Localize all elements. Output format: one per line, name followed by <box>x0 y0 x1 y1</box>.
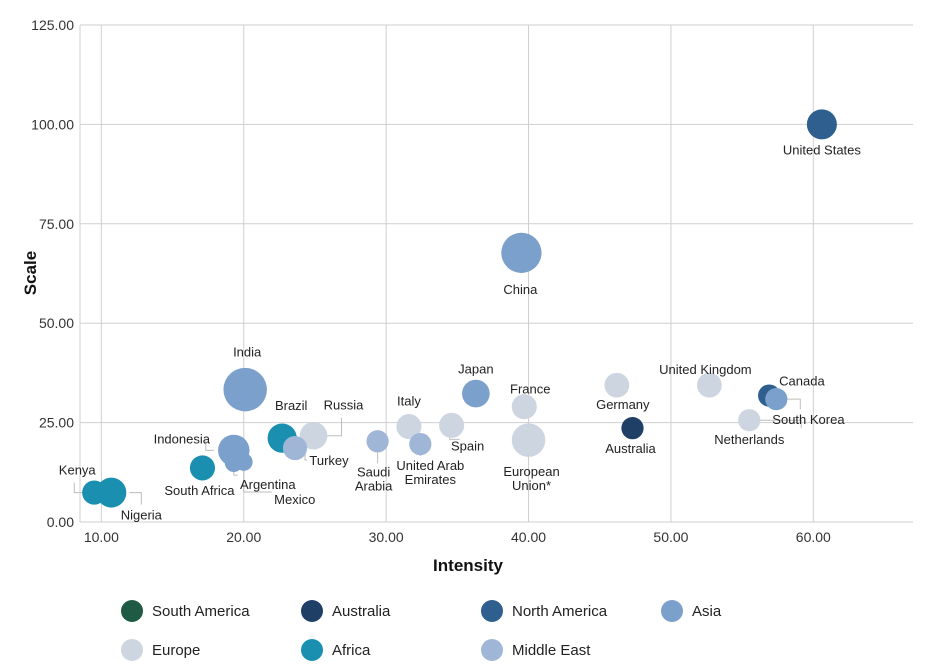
bubble-turkey[interactable] <box>282 435 308 461</box>
point-label-line: Arabia <box>355 478 393 493</box>
point-label: European Union* <box>503 464 559 493</box>
point-label: Canada <box>779 374 825 389</box>
point-label: Australia <box>605 441 656 456</box>
legend-label: Africa <box>332 642 371 659</box>
label-leader-line <box>129 492 142 505</box>
legend-label: South America <box>152 603 250 620</box>
point-label: United Arab Emirates <box>396 458 464 487</box>
legend-swatch <box>121 639 143 661</box>
y-tick-label: 100.00 <box>31 116 74 132</box>
y-tick-label: 125.00 <box>31 17 74 33</box>
point-label-line: Emirates <box>405 472 457 487</box>
y-tick-label: 50.00 <box>39 315 74 331</box>
bubble-china[interactable] <box>501 232 542 273</box>
label-leader-line <box>73 482 85 494</box>
point-label: Brazil <box>275 398 308 413</box>
point-label: Argentina <box>240 477 296 492</box>
bubble-germany[interactable] <box>604 372 630 398</box>
point-labels: United States China India Japan France German… <box>59 142 862 522</box>
y-tick-label: 75.00 <box>39 216 74 232</box>
point-label: South Africa <box>164 483 235 498</box>
point-label: United States <box>783 142 862 157</box>
bubble-japan[interactable] <box>462 379 490 408</box>
point-label: Germany <box>596 397 650 412</box>
point-label: South Korea <box>772 412 845 427</box>
point-label-line: Union* <box>512 478 551 493</box>
bubble-australia[interactable] <box>621 417 644 440</box>
legend-swatch <box>481 600 503 622</box>
x-tick-label: 40.00 <box>511 529 546 545</box>
legend-label: Europe <box>152 642 200 659</box>
bubbles <box>82 109 837 508</box>
legend-label: Australia <box>332 603 391 620</box>
x-tick-label: 10.00 <box>84 529 119 545</box>
bubble-nigeria[interactable] <box>96 477 127 508</box>
point-label: Japan <box>458 362 493 377</box>
point-label: India <box>233 345 262 360</box>
point-label: Turkey <box>309 453 349 468</box>
bubble-saudi-arabia[interactable] <box>366 430 389 453</box>
bubble-kenya[interactable] <box>82 480 107 505</box>
bubble-mexico[interactable] <box>234 453 253 471</box>
point-label-line: European <box>503 464 559 479</box>
point-label: Saudi Arabia <box>355 464 393 493</box>
legend: South America Australia North America Asia E… <box>121 600 722 661</box>
label-leader-line <box>757 419 802 429</box>
point-label: Nigeria <box>121 508 163 523</box>
bubble-european-union[interactable] <box>511 423 546 457</box>
y-tick-label: 25.00 <box>39 415 74 431</box>
x-tick-label: 20.00 <box>226 529 261 545</box>
legend-swatch <box>481 639 503 661</box>
label-leader-line <box>205 440 214 451</box>
bubble-russia[interactable] <box>299 421 328 450</box>
x-tick-label: 50.00 <box>653 529 688 545</box>
point-label-line: United Arab <box>396 458 464 473</box>
label-leader-lines <box>73 398 802 505</box>
bubble-spain[interactable] <box>439 412 465 438</box>
point-label-line: Saudi <box>357 464 390 479</box>
gridlines <box>79 24 913 523</box>
bubble-united-kingdom[interactable] <box>697 372 722 398</box>
label-leader-line <box>243 466 272 493</box>
point-label: China <box>503 282 538 297</box>
bubble-india[interactable] <box>223 367 267 412</box>
point-label: France <box>510 382 550 397</box>
x-axis-title: Intensity <box>433 556 503 575</box>
legend-swatch <box>301 639 323 661</box>
axis-ticks: 0.00 25.00 50.00 75.00 100.00 125.00 10.00 20.0… <box>31 17 831 545</box>
bubble-italy[interactable] <box>396 414 422 440</box>
x-tick-label: 60.00 <box>796 529 831 545</box>
label-leader-line <box>784 398 801 410</box>
point-label: Italy <box>397 394 421 409</box>
legend-swatch <box>661 600 683 622</box>
y-tick-label: 0.00 <box>47 514 74 530</box>
y-axis-title: Scale <box>21 251 40 295</box>
legend-swatch <box>301 600 323 622</box>
bubble-south-korea[interactable] <box>765 388 788 411</box>
label-leader-line <box>325 417 343 437</box>
legend-swatch <box>121 600 143 622</box>
point-label: Netherlands <box>714 432 785 447</box>
legend-label: Middle East <box>512 642 591 659</box>
bubble-netherlands[interactable] <box>738 409 761 432</box>
point-label: Spain <box>451 438 484 453</box>
bubble-united-arab-emirates[interactable] <box>409 432 432 456</box>
point-label: Kenya <box>59 463 97 478</box>
point-label: United Kingdom <box>659 362 752 377</box>
point-label: Mexico <box>274 492 315 507</box>
bubble-united-states[interactable] <box>806 109 837 140</box>
legend-label: North America <box>512 603 608 620</box>
x-tick-label: 30.00 <box>369 529 404 545</box>
point-label: Indonesia <box>154 431 211 446</box>
bubble-south-africa[interactable] <box>189 455 216 481</box>
point-label: Russia <box>324 398 365 413</box>
legend-label: Asia <box>692 603 722 620</box>
bubble-france[interactable] <box>511 394 537 420</box>
